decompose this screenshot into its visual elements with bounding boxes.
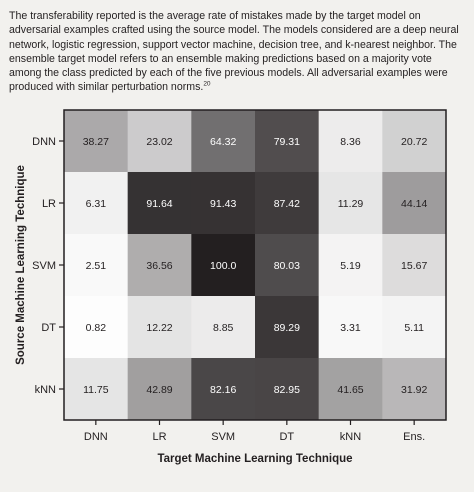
cell-value-label: 36.56 xyxy=(146,260,172,272)
cell-value-label: 44.14 xyxy=(401,198,427,210)
x-tick-label: Ens. xyxy=(403,431,425,443)
y-tick-labels: DNN LR SVM DT kNN xyxy=(32,136,56,396)
footnote-reference: 20 xyxy=(203,80,211,88)
heatmap-cell xyxy=(64,296,129,359)
heatmap-cell xyxy=(191,172,256,235)
heatmap-cell xyxy=(191,358,256,421)
cell-value-label: 5.11 xyxy=(404,322,424,334)
cell-value-label: 79.31 xyxy=(274,136,300,148)
caption-text: The transferability reported is the aver… xyxy=(9,10,459,94)
heatmap-cell xyxy=(127,172,192,235)
heatmap-cell xyxy=(318,234,383,297)
heatmap-cell xyxy=(127,234,192,297)
heatmap-cell xyxy=(255,358,320,421)
x-tick-label: DT xyxy=(279,431,294,443)
heatmap-cell xyxy=(255,172,320,235)
heatmap-cell xyxy=(382,172,447,235)
heatmap-cell xyxy=(382,234,447,297)
heatmap-cell xyxy=(191,234,256,297)
heatmap-cell xyxy=(127,358,192,421)
cell-value-label: 5.19 xyxy=(340,260,361,272)
cell-value-label: 11.29 xyxy=(338,198,364,210)
cell-value-label: 8.85 xyxy=(213,322,234,334)
heatmap-cell xyxy=(64,234,129,297)
figure-caption: The transferability reported is the aver… xyxy=(9,9,467,95)
x-tick-label: DNN xyxy=(84,431,108,443)
y-axis-label: Source Machine Learning Technique xyxy=(15,165,27,365)
heatmap-cell xyxy=(64,172,129,235)
cell-value-label: 2.51 xyxy=(86,260,107,272)
heatmap-cell xyxy=(127,296,192,359)
cell-value-label: 100.0 xyxy=(210,260,236,272)
cell-value-label: 23.02 xyxy=(146,136,172,148)
heatmap-cells: 38.27 23.02 64.32 79.31 8.36 20.72 6.31 91.64 91… xyxy=(64,110,447,421)
cell-value-label: 8.36 xyxy=(340,136,361,148)
cell-value-label: 20.72 xyxy=(401,136,427,148)
x-tick-label: LR xyxy=(152,431,166,443)
cell-value-label: 38.27 xyxy=(83,136,109,148)
cell-value-label: 91.64 xyxy=(146,198,172,210)
cell-value-label: 82.95 xyxy=(274,384,300,396)
cell-value-label: 80.03 xyxy=(274,260,300,272)
x-tick-label: SVM xyxy=(211,431,235,443)
heatmap-cell xyxy=(318,110,383,173)
cell-value-label: 64.32 xyxy=(210,136,236,148)
cell-value-label: 41.65 xyxy=(337,384,363,396)
y-tick-label: LR xyxy=(42,198,56,210)
cell-value-label: 12.22 xyxy=(146,322,172,334)
cell-value-label: 11.75 xyxy=(83,384,109,396)
heatmap-cell xyxy=(382,358,447,421)
heatmap-cell xyxy=(255,234,320,297)
heatmap-cell xyxy=(64,358,129,421)
cell-value-label: 89.29 xyxy=(274,322,300,334)
heatmap-cell xyxy=(382,110,447,173)
heatmap-cell xyxy=(318,172,383,235)
y-tick-label: SVM xyxy=(32,260,56,272)
heatmap-cell xyxy=(255,110,320,173)
cell-value-label: 42.89 xyxy=(146,384,172,396)
heatmap-cell xyxy=(191,296,256,359)
y-tick-label: kNN xyxy=(35,384,56,396)
heatmap-cell xyxy=(318,296,383,359)
y-tick-label: DNN xyxy=(32,136,56,148)
y-tick-label: DT xyxy=(41,322,56,334)
cell-value-label: 3.31 xyxy=(340,322,361,334)
cell-value-label: 31.92 xyxy=(401,384,427,396)
heatmap-cell xyxy=(318,358,383,421)
cell-value-label: 87.42 xyxy=(274,198,300,210)
cell-value-label: 91.43 xyxy=(210,198,236,210)
heatmap-cell xyxy=(382,296,447,359)
heatmap-cell xyxy=(64,110,129,173)
cell-value-label: 15.67 xyxy=(401,260,427,272)
heatmap-cell xyxy=(127,110,192,173)
x-tick-label: kNN xyxy=(340,431,361,443)
heatmap-cell xyxy=(191,110,256,173)
x-tick-labels: DNN LR SVM DT kNN Ens. xyxy=(84,431,425,443)
x-axis-label: Target Machine Learning Technique xyxy=(157,453,352,465)
cell-value-label: 6.31 xyxy=(86,198,107,210)
heatmap-cell xyxy=(255,296,320,359)
axis-ticks xyxy=(59,140,415,425)
cell-value-label: 82.16 xyxy=(210,384,236,396)
cell-value-label: 0.82 xyxy=(86,322,107,334)
